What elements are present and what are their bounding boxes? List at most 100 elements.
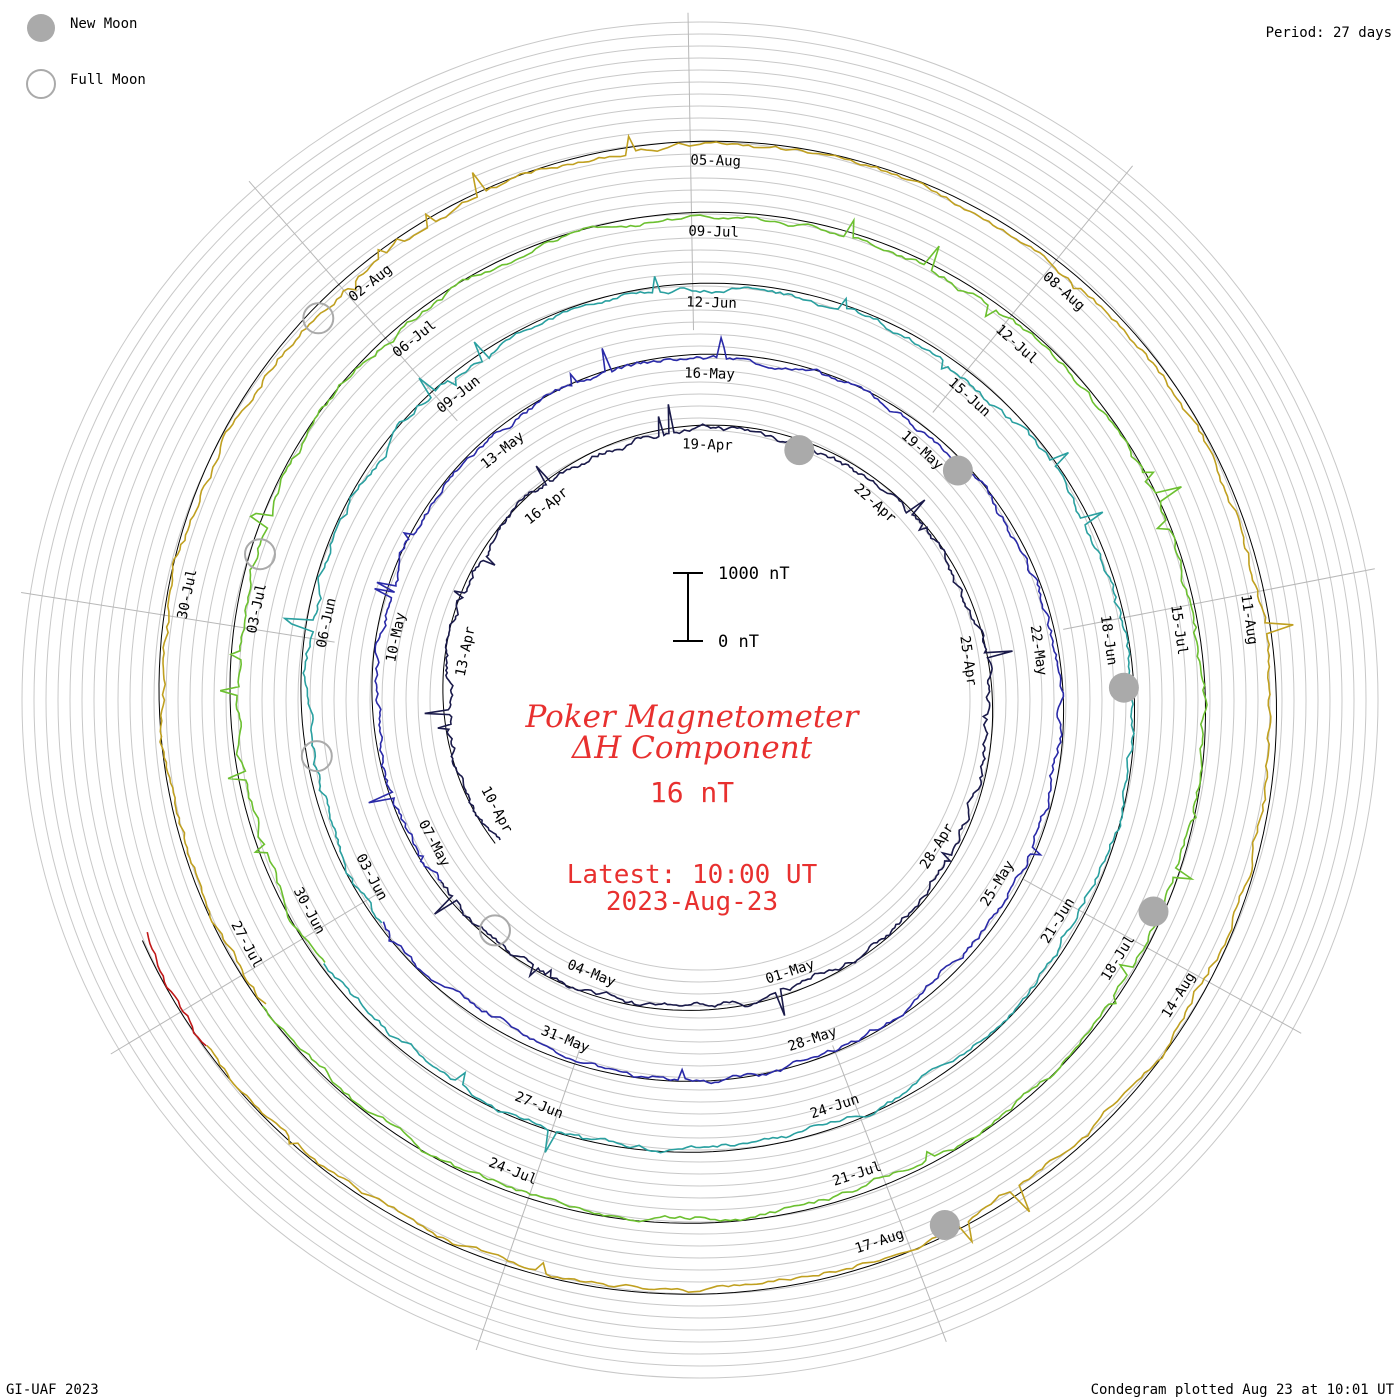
- scale-top-label: 1000 nT: [718, 564, 790, 584]
- full-moon-marker: [479, 914, 511, 947]
- grid-ring: [345, 345, 1055, 1055]
- series-line-5: [159, 133, 1294, 1294]
- data-series-layer: [146, 133, 1294, 1294]
- grid-ring: [225, 225, 1175, 1175]
- series-line-1: [424, 404, 1013, 1016]
- date-label: 01-May: [764, 956, 817, 987]
- grid-ring: [81, 81, 1319, 1319]
- grid-ring: [201, 201, 1199, 1199]
- period-label: Period: 27 days: [1266, 25, 1392, 41]
- grid-ring: [381, 381, 1019, 1019]
- grid-ring: [393, 393, 1007, 1007]
- baseline-spiral: [141, 140, 1278, 1295]
- date-label: 22-Apr: [851, 481, 899, 527]
- date-label: 18-Jul: [1098, 932, 1138, 983]
- series-line-6: [146, 931, 207, 1047]
- grid-ring: [165, 165, 1235, 1235]
- date-label: 03-Jun: [352, 851, 390, 903]
- scale-bar: 1000 nT 0 nT: [673, 564, 790, 652]
- date-label: 24-Jun: [808, 1091, 861, 1122]
- date-label: 15-Jul: [1167, 604, 1190, 656]
- date-label: 10-Apr: [477, 784, 515, 836]
- grid-ring: [285, 285, 1115, 1115]
- latest-date: 2023-Aug-23: [606, 887, 778, 917]
- grid-ring: [21, 21, 1379, 1379]
- radial-grid-line: [932, 165, 1133, 413]
- grid-ring: [129, 129, 1271, 1271]
- new-moon-legend-icon: [27, 14, 55, 42]
- date-label: 24-Jul: [486, 1155, 539, 1189]
- series-line-4: [219, 214, 1208, 1223]
- date-label: 22-May: [1027, 624, 1050, 676]
- date-label: 19-May: [898, 428, 946, 474]
- radial-grid-lines: [21, 12, 1375, 1351]
- grid-ring: [237, 237, 1163, 1163]
- grid-ring: [93, 93, 1307, 1307]
- chart-title-line2: ΔH Component: [571, 730, 813, 766]
- grid-ring: [261, 261, 1139, 1139]
- date-label: 30-Jul: [175, 568, 201, 621]
- date-label: 13-Apr: [453, 625, 479, 678]
- radial-grid-line: [475, 1049, 580, 1351]
- date-label: 03-Jul: [244, 582, 270, 635]
- grid-ring: [297, 297, 1103, 1103]
- full-moon-marker: [302, 302, 335, 335]
- grid-ring: [429, 429, 971, 971]
- series-line-3: [282, 276, 1135, 1154]
- grid-ring: [57, 57, 1343, 1343]
- baseline-spiral-path: [141, 140, 1278, 1295]
- radial-grid-line: [687, 12, 694, 331]
- latest-time: Latest: 10:00 UT: [567, 860, 818, 890]
- date-label: 15-Jun: [945, 375, 993, 421]
- grid-ring: [417, 417, 983, 983]
- date-label: 16-May: [684, 365, 735, 382]
- grid-ring: [333, 333, 1067, 1067]
- grid-ring: [405, 405, 995, 995]
- grid-ring: [153, 153, 1247, 1247]
- full-moon-marker: [300, 740, 333, 773]
- radial-grid-line: [1023, 878, 1302, 1034]
- grid-ring: [45, 45, 1355, 1355]
- new-moon-marker: [942, 455, 973, 486]
- moon-phase-markers: [244, 302, 1169, 1240]
- date-label: 19-Apr: [682, 436, 733, 453]
- grid-ring: [249, 249, 1151, 1151]
- grid-ring: [189, 189, 1211, 1211]
- full-moon-legend-label: Full Moon: [70, 72, 146, 88]
- plotted-label: Condegram plotted Aug 23 at 10:01 UT: [1091, 1382, 1395, 1398]
- date-label: 25-Apr: [956, 635, 979, 687]
- date-label: 11-Aug: [1237, 593, 1260, 645]
- full-moon-marker: [244, 538, 276, 571]
- new-moon-marker: [929, 1210, 960, 1240]
- current-value: 16 nT: [650, 776, 734, 809]
- new-moon-marker: [784, 435, 815, 466]
- date-label: 02-Aug: [346, 261, 396, 305]
- date-label: 12-Jun: [686, 294, 737, 311]
- grid-ring: [369, 369, 1031, 1031]
- date-label: 17-Aug: [853, 1226, 906, 1257]
- date-label: 09-Jul: [688, 223, 739, 240]
- grid-ring: [213, 213, 1187, 1187]
- series-line-2: [368, 334, 1065, 1085]
- radial-grid-line: [110, 890, 384, 1055]
- date-label: 31-May: [539, 1023, 592, 1057]
- new-moon-marker: [1108, 672, 1139, 703]
- grid-rings: [21, 21, 1379, 1379]
- date-label: 05-Aug: [690, 152, 741, 169]
- grid-ring: [321, 321, 1079, 1079]
- grid-ring: [141, 141, 1259, 1259]
- grid-ring: [117, 117, 1283, 1283]
- date-label: 18-Jun: [1097, 614, 1120, 666]
- grid-ring: [69, 69, 1331, 1331]
- full-moon-legend-icon: [26, 69, 56, 99]
- date-label: 25-May: [978, 858, 1018, 909]
- radial-grid-line: [21, 592, 335, 643]
- radial-grid-line: [1063, 568, 1375, 630]
- scale-bottom-label: 0 nT: [718, 632, 759, 652]
- grid-ring: [177, 177, 1223, 1223]
- new-moon-marker: [1138, 896, 1169, 927]
- chart-title-line1: Poker Magnetometer: [525, 699, 861, 735]
- date-label: 30-Jun: [290, 885, 328, 937]
- date-label: 12-Jul: [992, 322, 1040, 368]
